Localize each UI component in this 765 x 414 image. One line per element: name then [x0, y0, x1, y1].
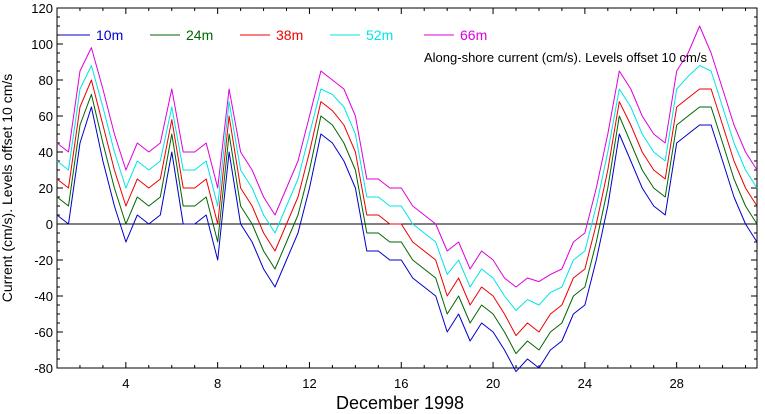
y-tick-label: 80 — [39, 73, 53, 88]
y-tick-label: 120 — [31, 1, 53, 16]
y-tick-label: -60 — [34, 325, 53, 340]
legend-label-10m: 10m — [96, 27, 123, 43]
legend: 10m 24m 38m 52m 66m — [60, 27, 487, 43]
y-tick-label: 100 — [31, 37, 53, 52]
y-tick-label: 0 — [46, 217, 53, 232]
x-tick-label: 8 — [214, 376, 221, 391]
series-line-10m — [56, 106, 758, 373]
x-tick-label: 28 — [669, 376, 683, 391]
x-tick-label: 24 — [578, 376, 592, 391]
x-axis: 4 8 12 16 20 24 28 — [79, 8, 747, 391]
legend-label-66m: 66m — [460, 27, 487, 43]
y-tick-label: 60 — [39, 109, 53, 124]
y-tick-label: 40 — [39, 145, 53, 160]
y-tick-label: 20 — [39, 181, 53, 196]
x-tick-label: 12 — [302, 376, 316, 391]
series-lines — [56, 25, 758, 373]
x-tick-label: 4 — [122, 376, 129, 391]
legend-label-24m: 24m — [186, 27, 213, 43]
legend-label-38m: 38m — [276, 27, 303, 43]
y-axis: -80 -60 -40 -20 0 20 40 60 80 100 120 — [31, 1, 757, 376]
series-line-24m — [56, 93, 758, 355]
y-tick-label: -80 — [34, 361, 53, 376]
series-line-66m — [56, 25, 758, 288]
series-line-38m — [56, 79, 758, 337]
annotation: Along-shore current (cm/s). Levels offse… — [424, 50, 707, 65]
x-tick-label: 16 — [394, 376, 408, 391]
legend-label-52m: 52m — [366, 27, 393, 43]
x-axis-title: December 1998 — [336, 393, 464, 413]
y-axis-title: Current (cm/s). Levels offset 10 cm/s — [0, 74, 15, 302]
y-tick-label: -40 — [34, 289, 53, 304]
y-tick-label: -20 — [34, 253, 53, 268]
series-line-52m — [56, 65, 758, 311]
x-tick-label: 20 — [486, 376, 500, 391]
